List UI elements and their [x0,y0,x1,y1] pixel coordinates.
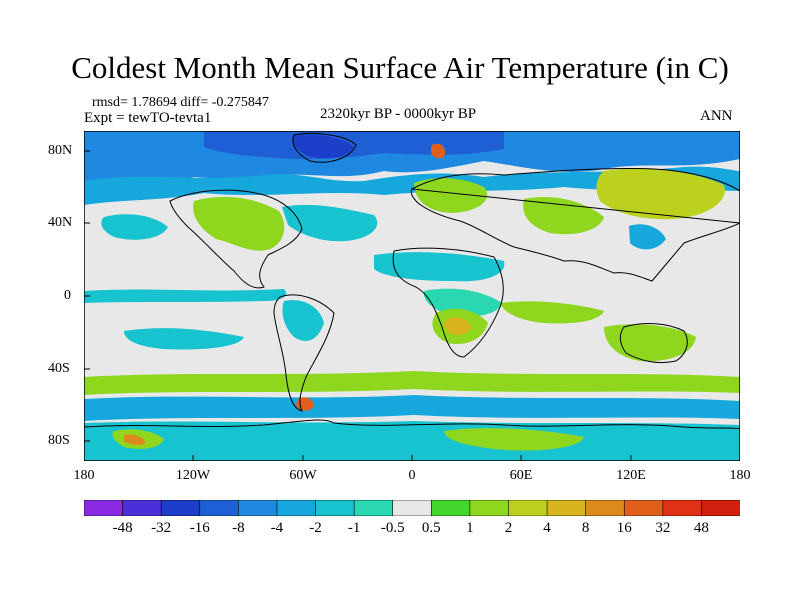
temperature-map [84,131,740,461]
colorbar-swatch [701,500,740,516]
colorbar-label: 2 [504,520,513,536]
northeast-pacific-cyan [101,214,168,240]
antarctica-mixed [84,421,740,461]
colorbar-swatch [662,500,703,516]
colorbar [84,500,740,516]
colorbar-label: 32 [655,520,671,536]
map-title: Coldest Month Mean Surface Air Temperatu… [71,50,729,85]
season-label: ANN [700,108,733,124]
colorbar-swatch [199,500,240,516]
colorbar-label: -4 [270,520,284,536]
coastline-africa [392,247,504,358]
central-africa-cyan [423,288,502,317]
colorbar-swatch [238,500,278,516]
lon-label-0: 0 [408,468,416,483]
lat-label-80n: 80N [48,143,73,158]
lon-label-60e: 60E [509,468,533,483]
colorbar-swatch [276,500,317,516]
indian-ocean-green [500,301,604,324]
southern-ocean-green-band [84,371,740,395]
lon-label-180e: 180 [729,468,751,483]
lat-label-80s: 80S [48,433,70,448]
north-africa-cyan [374,252,505,282]
lon-label-60w: 60W [289,468,317,483]
colorbar-swatch [392,500,433,516]
south-america-cyan [282,300,324,341]
axis-ticks [84,150,632,461]
arctic-deep-blue [204,131,504,160]
colorbar-swatch [508,500,548,516]
north-america-warm [193,196,285,251]
lon-label-180w: 180 [73,468,95,483]
colorbar-label: 0.5 [421,520,441,536]
colorbar-swatch [84,500,124,516]
australia-green [604,324,696,362]
colorbar-swatch [585,500,626,516]
colorbar-label: 1 [466,520,474,536]
colorbar-label: 48 [693,520,709,536]
lon-label-120e: 120E [616,468,646,483]
north-atlantic-cyan [282,204,378,242]
coastline-south-america [273,294,335,412]
colorbar-label: -8 [232,520,245,536]
colorbar-label: 8 [581,520,590,536]
lat-label-40s: 40S [48,361,70,376]
coastline-eurasia [410,167,740,282]
colorbar-swatch [122,500,162,516]
colorbar-label: -2 [309,520,322,536]
lon-label-120w: 120W [175,468,211,483]
colorbar-swatch [469,500,510,516]
coastlines [84,132,740,430]
colorbar-swatch [315,500,355,516]
equatorial-pacific-band [84,289,287,303]
lat-label-40n: 40N [48,215,73,230]
colorbar-label: 16 [616,520,632,536]
antarctica-green-east [444,428,584,451]
lat-label-0: 0 [64,288,71,303]
arctic-warm-spot [430,143,446,159]
south-africa-hot [444,317,472,335]
southern-ocean-blue-band [84,395,740,421]
coastline-greenland [292,132,357,163]
period-label: 2320kyr BP - 0000kyr BP [320,106,477,122]
coastline-australia [619,323,688,364]
colorbar-swatch [160,500,201,516]
arctic-cyan-band [84,166,740,205]
south-pacific-cyan [124,328,244,350]
colorbar-swatch [546,500,587,516]
colorbar-swatch [623,500,664,516]
colorbar-swatch [353,500,394,516]
antarctica-hot [124,434,146,446]
greenland-cold [292,134,354,159]
experiment-label: Expt = tewTO-tevta1 [84,110,212,126]
colorbar-label: -16 [189,520,210,536]
coastline-north-america [169,189,303,289]
colorbar-swatch [430,500,471,516]
colorbar-label: 4 [543,520,551,536]
east-asia-cyan [629,224,666,250]
colorbar-label: -32 [151,520,172,536]
colorbar-label: -48 [112,520,133,536]
europe-warm [414,178,488,213]
coastline-antarctica [84,419,740,430]
colorbar-label: -1 [347,520,361,536]
siberia-warm [596,168,725,220]
rmsd-stat-text: rmsd= 1.78694 diff= -0.275847 [92,95,269,110]
colorbar-label: -0.5 [380,520,405,536]
